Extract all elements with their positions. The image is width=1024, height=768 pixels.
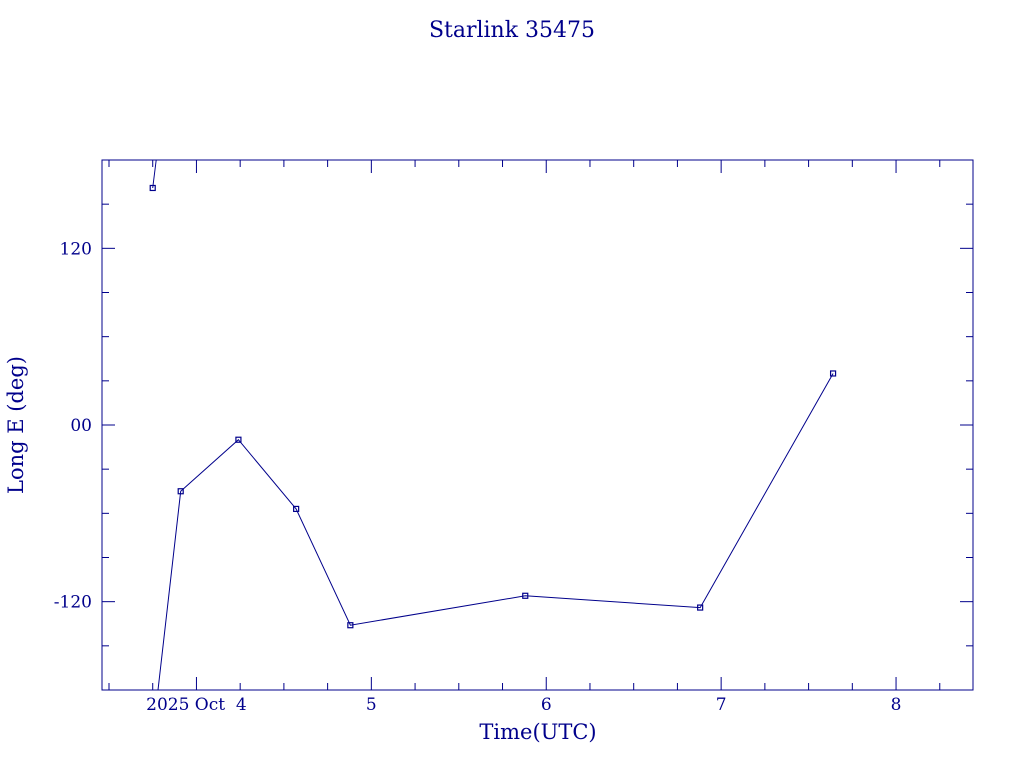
x-tick-label: 7 (716, 695, 727, 715)
data-point-marker (235, 436, 242, 443)
x-tick-label: 2025 Oct 4 (146, 695, 247, 715)
data-markers (149, 184, 837, 629)
chart-title: Starlink 35475 (429, 18, 595, 43)
data-point-marker (697, 604, 704, 611)
x-tick-label: 6 (541, 695, 552, 715)
y-tick-label: 120 (60, 239, 92, 259)
x-axis-label: Time(UTC) (479, 720, 596, 744)
y-tick-label: -120 (54, 593, 92, 613)
tick-labels: 2025 Oct 4 5 6 7 8 120 00 -120 (54, 239, 902, 715)
series-line-segment (157, 373, 834, 691)
y-axis-label: Long E (deg) (4, 356, 28, 494)
data-series (152, 159, 834, 691)
data-point-marker (829, 370, 837, 377)
plot-frame (101, 159, 974, 691)
axis-ticks (102, 159, 973, 691)
data-point-marker (177, 488, 184, 495)
data-point-marker (293, 505, 300, 513)
y-tick-label: 00 (70, 416, 92, 436)
x-tick-label: 5 (366, 695, 377, 715)
data-point-marker (522, 592, 529, 599)
data-point-marker (149, 184, 156, 192)
series-line-segment (152, 159, 157, 189)
x-tick-label: 8 (891, 695, 902, 715)
data-point-marker (347, 622, 354, 629)
